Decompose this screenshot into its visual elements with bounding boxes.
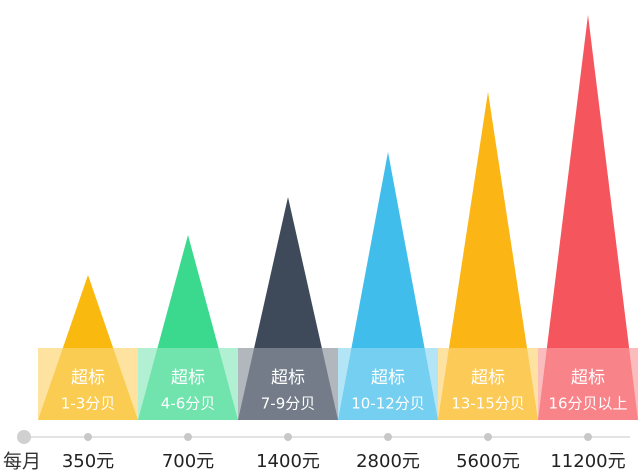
triangle [138, 235, 238, 420]
period-label: 每月 [3, 451, 41, 473]
label-line1: 超标 [271, 368, 305, 388]
axis-dot [484, 433, 492, 441]
triangle [338, 152, 438, 420]
amount: 2800元 [356, 451, 420, 472]
triangle [238, 197, 338, 420]
label-line2: 16分贝以上 [548, 395, 627, 413]
axis-dot [584, 433, 592, 441]
triangle [538, 15, 638, 420]
label-overlay [138, 348, 238, 420]
label-line2: 10-12分贝 [351, 395, 425, 413]
amount: 350元 [62, 451, 114, 472]
amount: 1400元 [256, 451, 320, 472]
axis-dot [284, 433, 292, 441]
amount: 11200元 [550, 451, 625, 472]
axis-start-dot [17, 430, 31, 444]
amount: 5600元 [456, 451, 520, 472]
axis-dot [184, 433, 192, 441]
label-overlay [438, 348, 538, 420]
label-overlay [538, 348, 638, 420]
label-line1: 超标 [471, 368, 505, 388]
label-overlay [38, 348, 138, 420]
triangle [438, 92, 538, 420]
label-line2: 7-9分贝 [261, 395, 316, 413]
label-line2: 1-3分贝 [61, 395, 116, 413]
label-line2: 13-15分贝 [451, 395, 525, 413]
amount: 700元 [162, 451, 214, 472]
triangle [38, 275, 138, 420]
label-line2: 4-6分贝 [161, 395, 216, 413]
label-overlay [338, 348, 438, 420]
label-line1: 超标 [371, 368, 405, 388]
label-line1: 超标 [71, 368, 105, 388]
axis-dot [384, 433, 392, 441]
axis-dot [84, 433, 92, 441]
label-line1: 超标 [171, 368, 205, 388]
label-line1: 超标 [571, 368, 605, 388]
label-overlay [238, 348, 338, 420]
